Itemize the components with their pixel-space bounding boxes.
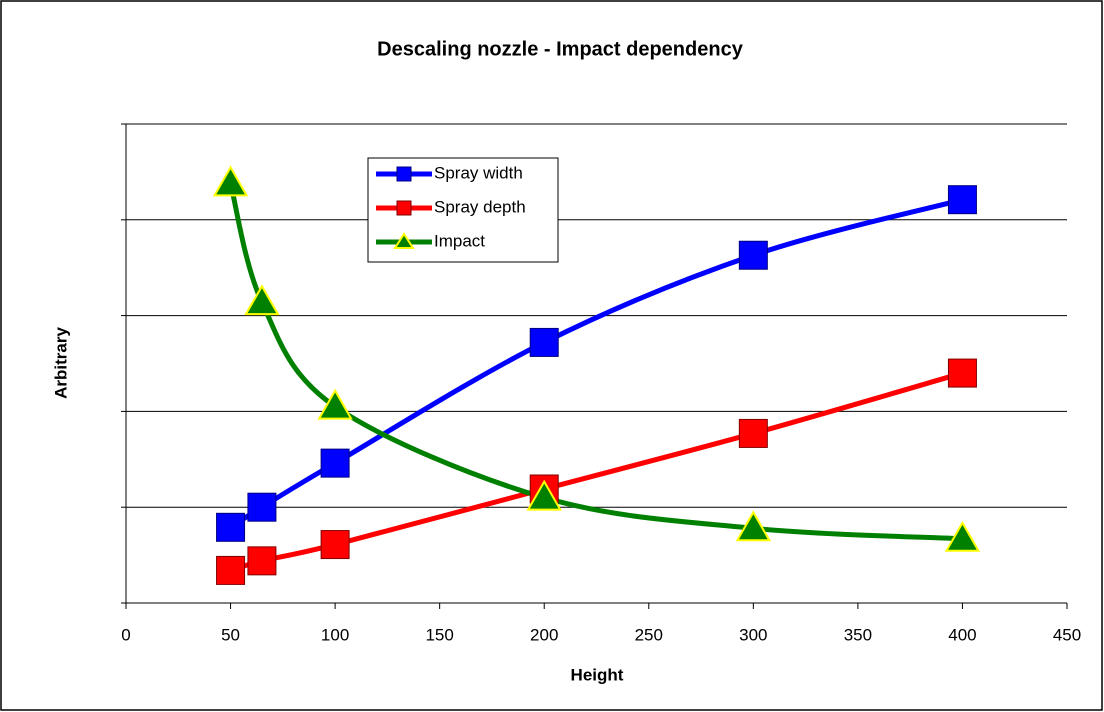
marker (216, 555, 246, 585)
marker (947, 358, 977, 388)
legend-marker (393, 232, 415, 249)
x-tick-label: 0 (121, 625, 130, 644)
legend-label: Spray depth (434, 197, 526, 216)
x-tick-label: 350 (844, 625, 872, 644)
marker (212, 165, 249, 197)
marker (947, 185, 977, 215)
marker (244, 284, 280, 316)
marker (944, 520, 981, 552)
legend-label: Impact (434, 231, 485, 250)
marker (247, 492, 277, 522)
marker (317, 388, 353, 420)
legend-marker (396, 166, 412, 182)
x-tick-label: 100 (321, 625, 349, 644)
x-tick-label: 250 (635, 625, 663, 644)
marker (247, 546, 277, 576)
chart-title: Descaling nozzle - Impact dependency (377, 38, 744, 60)
x-tick-label: 150 (425, 625, 453, 644)
legend-label: Spray width (434, 163, 523, 182)
marker (738, 418, 768, 448)
marker (526, 479, 562, 511)
y-axis-label: Arbitrary (51, 327, 70, 399)
marker (738, 240, 768, 270)
marker (735, 510, 772, 542)
x-axis-label: Height (571, 665, 624, 684)
x-tick-label: 200 (530, 625, 558, 644)
x-tick-label: 50 (221, 625, 240, 644)
marker (216, 512, 246, 542)
legend-marker (396, 200, 412, 216)
marker (529, 327, 559, 357)
marker (320, 530, 350, 560)
x-tick-label: 400 (948, 625, 976, 644)
x-tick-label: 300 (739, 625, 767, 644)
x-tick-label: 450 (1053, 625, 1081, 644)
marker (320, 448, 350, 478)
